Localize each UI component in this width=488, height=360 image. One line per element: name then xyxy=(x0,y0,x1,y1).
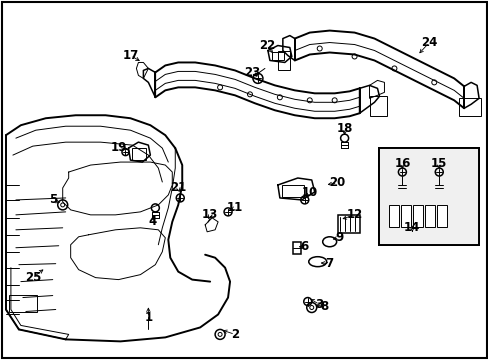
Text: 2: 2 xyxy=(230,328,239,341)
Text: 22: 22 xyxy=(258,39,274,52)
Bar xyxy=(458,98,480,116)
Text: 5: 5 xyxy=(48,193,57,206)
Text: 7: 7 xyxy=(325,257,333,270)
Bar xyxy=(9,294,37,312)
Text: 18: 18 xyxy=(336,122,352,135)
Text: 12: 12 xyxy=(346,208,362,221)
Bar xyxy=(271,53,283,60)
Text: 19: 19 xyxy=(110,141,126,154)
Text: 11: 11 xyxy=(226,201,243,215)
Bar xyxy=(132,148,146,160)
Bar xyxy=(277,50,289,71)
Text: 13: 13 xyxy=(202,208,218,221)
Text: 3: 3 xyxy=(315,298,323,311)
Bar xyxy=(379,148,478,245)
Text: 21: 21 xyxy=(170,181,186,194)
Text: 23: 23 xyxy=(244,66,260,79)
Ellipse shape xyxy=(308,257,326,267)
Text: 1: 1 xyxy=(144,311,152,324)
Bar xyxy=(436,205,447,227)
Text: 10: 10 xyxy=(301,186,317,199)
Ellipse shape xyxy=(322,237,336,247)
Text: 17: 17 xyxy=(122,49,138,62)
Bar xyxy=(379,148,478,245)
Text: 6: 6 xyxy=(300,240,308,253)
Text: 24: 24 xyxy=(420,36,437,49)
Text: 25: 25 xyxy=(24,271,41,284)
Bar xyxy=(412,205,423,227)
Bar xyxy=(401,205,410,227)
Bar xyxy=(369,96,386,116)
Text: 20: 20 xyxy=(329,176,345,189)
Bar xyxy=(425,205,434,227)
Bar xyxy=(337,215,359,233)
Bar xyxy=(281,185,303,197)
Bar xyxy=(388,205,399,227)
Bar xyxy=(292,242,300,254)
Text: 15: 15 xyxy=(430,157,447,170)
Text: 14: 14 xyxy=(404,221,420,234)
Text: 16: 16 xyxy=(393,157,410,170)
Text: 8: 8 xyxy=(320,300,328,313)
Text: 4: 4 xyxy=(148,215,156,228)
Text: 9: 9 xyxy=(335,231,343,244)
